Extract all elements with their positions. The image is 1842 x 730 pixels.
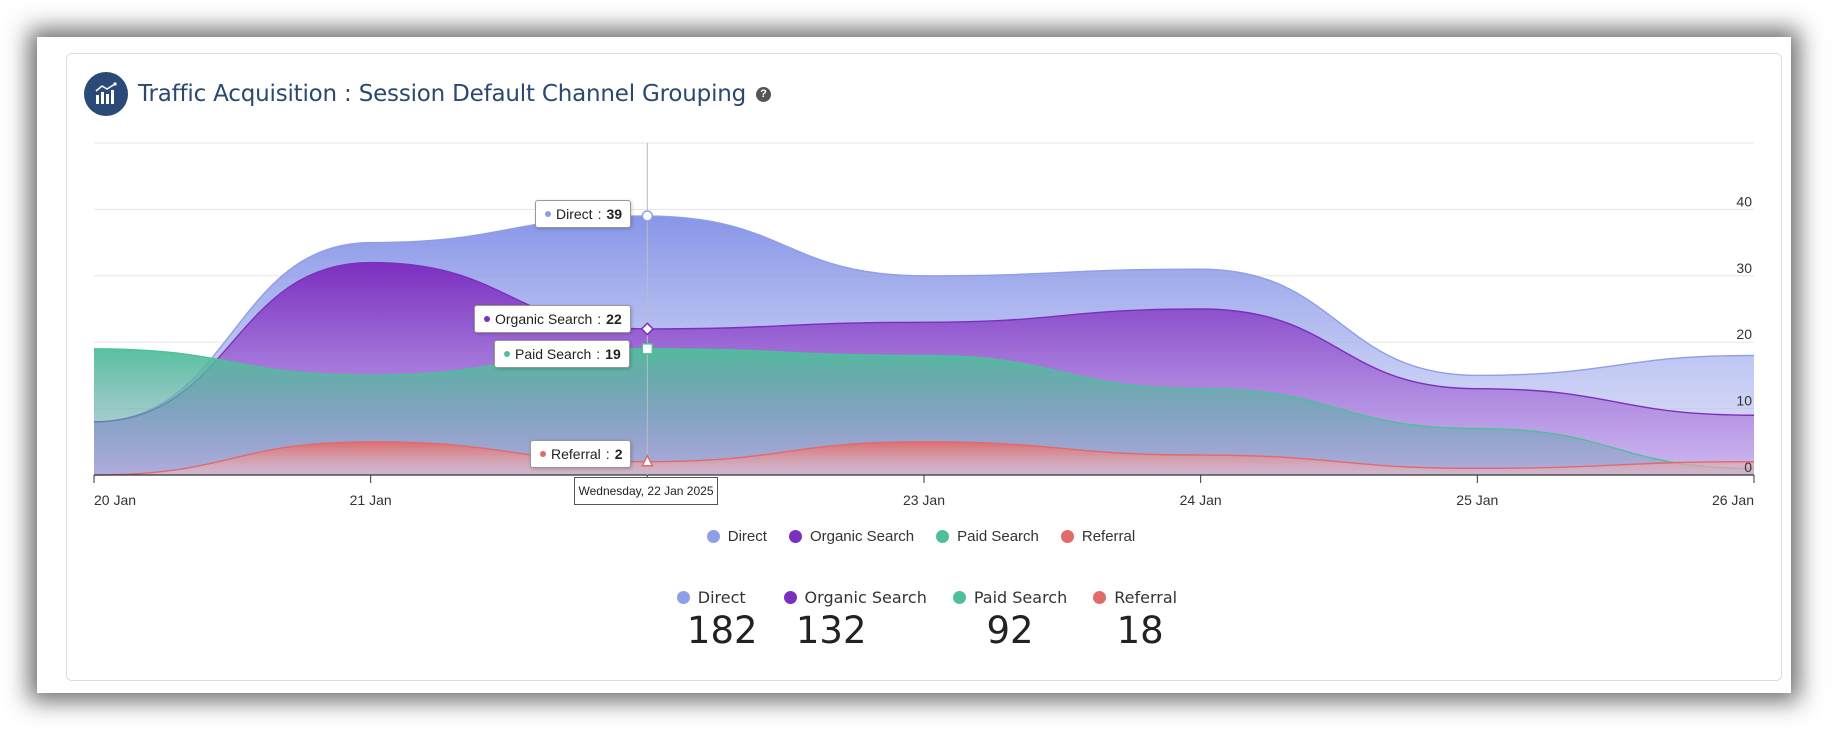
- legend-item-referral[interactable]: Referral: [1060, 528, 1135, 545]
- series-areas: [93, 215, 1755, 476]
- circle-icon: [952, 591, 966, 604]
- legend-item-direct[interactable]: Direct: [706, 528, 767, 545]
- tooltip-organic-search: Organic Search: 22: [474, 305, 631, 333]
- page-title: Traffic Acquisition : Session Default Ch…: [138, 81, 747, 107]
- circle-icon: [1093, 591, 1107, 604]
- card-header: Traffic Acquisition : Session Default Ch…: [84, 72, 772, 116]
- tooltip-paid-search: Paid Search: 19: [494, 340, 630, 368]
- x-tick-label: 21 Jan: [350, 492, 392, 508]
- x-axis: 20 Jan 21 Jan 23 Jan 24 Jan 25 Jan 26 Jan: [93, 474, 1755, 508]
- hover-markers: [640, 143, 655, 475]
- tooltip-referral: Referral: 2: [530, 440, 632, 468]
- legend-dot-icon: [484, 316, 490, 322]
- point-marker: [640, 322, 655, 336]
- bar-chart-icon: [84, 72, 128, 116]
- series-referral-line: [93, 441, 1755, 476]
- total-direct: Direct 182: [665, 588, 758, 652]
- legend-item-organic-search[interactable]: Organic Search: [788, 528, 914, 545]
- x-tick-label: 26 Jan: [1712, 492, 1754, 508]
- circle-icon: [783, 591, 797, 604]
- y-tick-label: 30: [1736, 260, 1752, 276]
- y-tick-label: 0: [1744, 459, 1752, 475]
- series-direct-line: [93, 215, 1755, 423]
- series-referral-area: [94, 441, 1754, 475]
- circle-icon: [706, 530, 720, 543]
- series-paid-search-area: [94, 348, 1754, 475]
- legend-dot-icon: [545, 211, 551, 217]
- y-tick-label: 10: [1736, 393, 1752, 409]
- x-tick-label: 24 Jan: [1180, 492, 1222, 508]
- circle-icon: [936, 530, 950, 543]
- total-organic-search: Organic Search 132: [783, 588, 927, 652]
- circle-icon: [788, 530, 802, 543]
- legend-dot-icon: [540, 451, 546, 457]
- point-marker: [641, 343, 654, 355]
- legend-item-paid-search[interactable]: Paid Search: [936, 528, 1039, 545]
- chart-legend: Direct Organic Search Paid Search Referr…: [0, 528, 1842, 545]
- tooltip-direct: Direct: 39: [535, 200, 632, 228]
- y-axis: 0 10 20 30 40: [1736, 193, 1752, 475]
- x-tick-label: 20 Jan: [94, 492, 136, 508]
- legend-dot-icon: [504, 351, 510, 357]
- point-marker: [641, 210, 654, 222]
- y-tick-label: 40: [1736, 193, 1752, 209]
- series-paid-search-line: [93, 348, 1755, 470]
- series-organic-search-line: [93, 261, 1755, 423]
- x-tick-label: 25 Jan: [1456, 492, 1498, 508]
- channel-totals: Direct 182 Organic Search 132 Paid Searc…: [0, 588, 1842, 652]
- circle-icon: [1060, 530, 1074, 543]
- y-tick-label: 20: [1736, 326, 1752, 342]
- circle-icon: [676, 591, 690, 604]
- total-referral: Referral 18: [1093, 588, 1177, 652]
- point-marker: [641, 454, 654, 467]
- total-paid-search: Paid Search 92: [952, 588, 1067, 652]
- x-tick-label: 23 Jan: [903, 492, 945, 508]
- tooltip-date: Wednesday, 22 Jan 2025: [574, 477, 718, 505]
- question-circle-icon[interactable]: ?: [756, 86, 772, 102]
